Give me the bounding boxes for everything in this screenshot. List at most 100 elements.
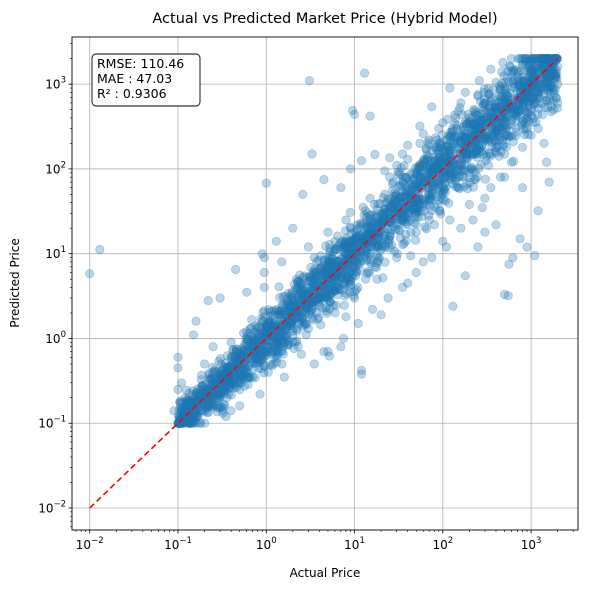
scatter-point [440, 196, 451, 206]
scatter-point [388, 221, 398, 231]
scatter-point [259, 253, 269, 263]
scatter-point [208, 342, 218, 352]
scatter-point [336, 273, 346, 283]
scatter-point [543, 53, 553, 64]
scatter-point [397, 215, 408, 225]
scatter-point [380, 204, 390, 214]
scatter-point [214, 356, 224, 366]
scatter-point [228, 379, 238, 389]
scatter-point [231, 344, 241, 355]
scatter-point [185, 405, 195, 415]
scatter-point [396, 198, 406, 208]
scatter-point [462, 155, 472, 165]
scatter-point [539, 70, 549, 80]
scatter-point [526, 64, 536, 74]
scatter-point [285, 316, 295, 327]
scatter-point [175, 418, 185, 428]
scatter-point [307, 295, 317, 305]
scatter-point [367, 241, 377, 252]
scatter-point [332, 231, 343, 241]
scatter-point [187, 418, 197, 428]
scatter-point [450, 143, 461, 154]
scatter-point [521, 124, 531, 134]
scatter-point [256, 355, 266, 365]
scatter-point [522, 76, 532, 86]
scatter-point [501, 85, 511, 95]
scatter-point [478, 149, 488, 159]
scatter-point [399, 212, 410, 222]
scatter-point [255, 356, 265, 367]
scatter-point [365, 111, 375, 121]
scatter-point [551, 53, 561, 64]
scatter-point [484, 89, 494, 99]
scatter-point [283, 318, 293, 328]
scatter-point [273, 336, 283, 346]
scatter-point [411, 203, 421, 213]
scatter-point [319, 174, 329, 185]
scatter-point [201, 389, 211, 400]
scatter-point [285, 318, 295, 328]
scatter-point [481, 152, 491, 162]
scatter-point [468, 150, 478, 160]
scatter-point [327, 284, 338, 294]
scatter-point [286, 289, 296, 299]
scatter-point [271, 322, 281, 333]
scatter-point [514, 81, 524, 91]
scatter-point [504, 102, 514, 112]
scatter-point [320, 241, 331, 251]
scatter-point [321, 259, 331, 270]
scatter-point [418, 129, 428, 139]
scatter-point [536, 79, 546, 89]
scatter-point [273, 317, 283, 327]
scatter-point [506, 67, 517, 77]
scatter-point [206, 399, 216, 409]
scatter-points [85, 53, 563, 428]
scatter-point [401, 212, 411, 223]
scatter-point [292, 284, 303, 294]
scatter-point [464, 199, 474, 210]
scatter-point [462, 152, 472, 162]
scatter-point [324, 271, 334, 281]
scatter-point [544, 70, 554, 81]
scatter-point [330, 236, 340, 246]
scatter-point [249, 337, 259, 348]
scatter-point [259, 361, 269, 371]
scatter-point [518, 76, 528, 86]
scatter-point [496, 94, 506, 104]
scatter-point [551, 53, 561, 64]
scatter-point [346, 239, 356, 249]
scatter-point [443, 171, 453, 181]
scatter-point [337, 267, 348, 277]
scatter-point [262, 350, 272, 360]
scatter-point [223, 389, 234, 399]
scatter-point [546, 87, 556, 97]
scatter-point [449, 139, 459, 150]
scatter-point [480, 112, 491, 123]
scatter-point [499, 149, 510, 159]
scatter-point [479, 136, 489, 146]
scatter-point [518, 85, 528, 95]
scatter-point [401, 236, 411, 246]
scatter-point [175, 418, 185, 428]
scatter-point [421, 178, 431, 188]
scatter-point [321, 302, 331, 313]
scatter-point [210, 375, 220, 386]
scatter-point [272, 333, 282, 343]
scatter-point [323, 261, 333, 271]
grid-lines [72, 37, 578, 530]
scatter-point [392, 160, 402, 170]
scatter-point [283, 320, 293, 330]
scatter-point [319, 255, 329, 265]
scatter-point [272, 338, 282, 348]
scatter-point [198, 387, 208, 397]
scatter-point [352, 258, 363, 268]
scatter-point [292, 306, 302, 316]
scatter-point [403, 140, 413, 150]
scatter-point [312, 307, 322, 317]
scatter-point [274, 342, 285, 352]
scatter-point [443, 131, 453, 141]
scatter-point [531, 87, 542, 97]
scatter-point [294, 288, 304, 298]
scatter-point [175, 418, 185, 428]
scatter-point [215, 389, 225, 399]
